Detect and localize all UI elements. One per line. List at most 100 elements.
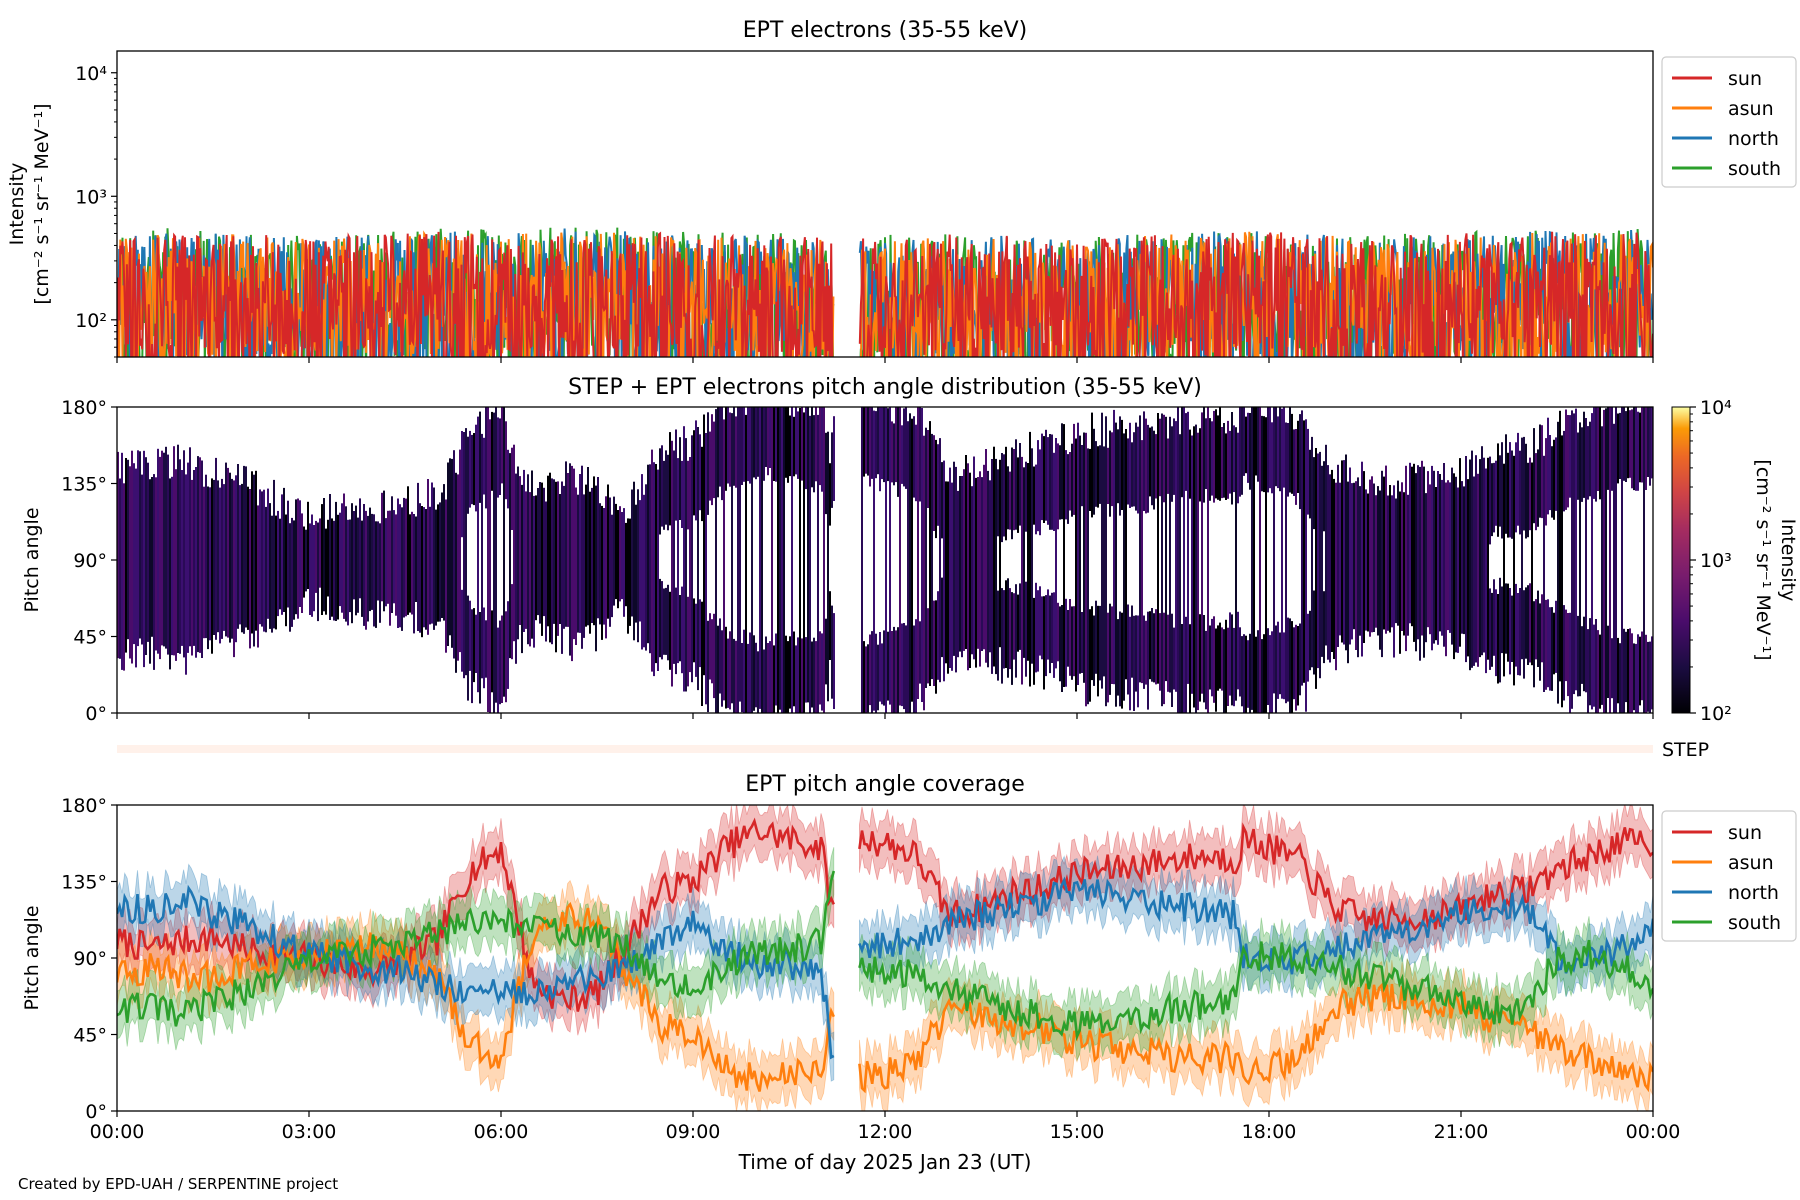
heatmap-cell [503, 407, 505, 697]
heatmap-cell [1293, 627, 1295, 700]
heatmap-cell [897, 627, 899, 713]
heatmap-cell [607, 484, 609, 619]
heatmap-cell [1331, 469, 1333, 652]
heatmap-cell [1035, 582, 1037, 673]
heatmap-cell [1081, 445, 1083, 507]
credit-footer: Created by EPD-UAH / SERPENTINE project [18, 1175, 339, 1193]
heatmap-cell [1009, 471, 1011, 530]
heatmap-cell [655, 464, 657, 664]
heatmap-cell [1009, 588, 1011, 670]
heatmap-cell [1427, 471, 1429, 628]
panel-pad-heatmap: STEP + EPT electrons pitch angle distrib… [21, 375, 1799, 725]
heatmap-cell [1275, 407, 1277, 487]
heatmap-cell [1407, 494, 1409, 636]
heatmap-cell [755, 407, 757, 480]
panel1-xticks [116, 357, 1654, 363]
heatmap-cell [659, 448, 661, 535]
heatmap-cell [1003, 590, 1005, 669]
heatmap-cell [1189, 429, 1191, 499]
heatmap-cell [1409, 462, 1411, 624]
heatmap-cell [571, 465, 573, 662]
heatmap-cell [815, 641, 817, 713]
heatmap-cell [259, 489, 261, 625]
colorbar-gradient [1671, 406, 1691, 714]
heatmap-cell [1173, 627, 1175, 690]
heatmap-cell [385, 518, 387, 607]
heatmap-cell [1613, 423, 1615, 713]
heatmap-cell [997, 469, 999, 537]
legend-label-north: north [1728, 128, 1779, 150]
heatmap-cell [505, 611, 507, 703]
heatmap-cell [1131, 442, 1133, 507]
heatmap-cell [735, 416, 737, 488]
heatmap-cell [1549, 435, 1551, 511]
heatmap-cell [795, 407, 797, 475]
heatmap-cell [373, 514, 375, 627]
heatmap-cell [435, 509, 437, 626]
heatmap-cell [1155, 434, 1157, 499]
heatmap-cell [1111, 606, 1113, 684]
heatmap-cell [613, 496, 615, 606]
heatmap-cell [823, 407, 825, 713]
heatmap-cell [891, 631, 893, 713]
heatmap-cell [1565, 609, 1567, 682]
heatmap-cell [575, 487, 577, 645]
heatmap-cell [153, 474, 155, 670]
heatmap-cell [981, 477, 983, 651]
heatmap-cell [701, 446, 703, 522]
heatmap-cell [1637, 634, 1639, 713]
heatmap-cell [517, 466, 519, 640]
heatmap-cell [461, 589, 463, 672]
heatmap-cell [1241, 636, 1243, 707]
heatmap-cell [119, 478, 121, 659]
heatmap-cell [915, 619, 917, 713]
heatmap-cell [1061, 605, 1063, 692]
heatmap-cell [1405, 465, 1407, 652]
heatmap-cell [1271, 631, 1273, 713]
heatmap-cell [1255, 636, 1257, 713]
heatmap-cell [689, 457, 691, 673]
heatmap-cell [429, 506, 431, 625]
heatmap-cell [1367, 493, 1369, 632]
heatmap-cell [1255, 407, 1257, 476]
heatmap-cell [1527, 585, 1529, 665]
heatmap-cell [627, 518, 629, 634]
heatmap-cell [1497, 594, 1499, 684]
heatmap-cell [1231, 412, 1233, 505]
heatmap-cell [475, 614, 477, 673]
heatmap-cell [1383, 476, 1385, 630]
heatmap-cell [985, 449, 987, 663]
heatmap-cell [403, 497, 405, 618]
heatmap-cell [1475, 455, 1477, 663]
heatmap-cell [919, 621, 921, 684]
heatmap-cell [499, 620, 501, 705]
heatmap-cell [941, 577, 943, 658]
heatmap-cell [1233, 627, 1235, 707]
heatmap-cell [1035, 464, 1037, 535]
heatmap-cell [513, 444, 515, 642]
heatmap-cell [879, 632, 881, 702]
heatmap-cell [801, 638, 803, 713]
heatmap-cell [1501, 586, 1503, 654]
heatmap-cell [1179, 434, 1181, 713]
heatmap-cell [193, 470, 195, 646]
heatmap-cell [131, 450, 133, 664]
heatmap-cell [1507, 452, 1509, 538]
heatmap-cell [1641, 407, 1643, 483]
heatmap-cell [1007, 466, 1009, 530]
heatmap-cell [741, 643, 743, 713]
heatmap-cell [215, 457, 217, 640]
legend-frame [1661, 56, 1797, 188]
heatmap-cell [799, 407, 801, 713]
heatmap-cell [807, 407, 809, 703]
heatmap-cell [1047, 589, 1049, 660]
y-tick-label: 45° [73, 627, 107, 649]
heatmap-cell [1581, 427, 1583, 502]
heatmap-cell [563, 485, 565, 629]
heatmap-cell [593, 476, 595, 626]
heatmap-cell [743, 407, 745, 482]
heatmap-cell [605, 496, 607, 639]
heatmap-cell [775, 633, 777, 706]
heatmap-cell [897, 407, 899, 497]
